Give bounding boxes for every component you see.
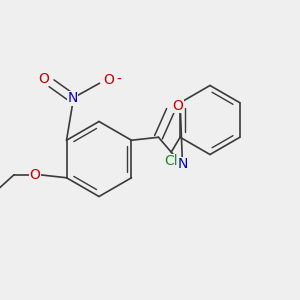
Text: N: N: [177, 157, 188, 171]
Text: O: O: [103, 73, 114, 87]
Text: -: -: [117, 73, 122, 87]
Text: H: H: [163, 158, 172, 171]
Text: O: O: [172, 99, 183, 113]
Text: O: O: [30, 168, 40, 182]
Text: Cl: Cl: [164, 154, 178, 168]
Text: O: O: [39, 72, 50, 86]
Text: N: N: [67, 91, 78, 105]
